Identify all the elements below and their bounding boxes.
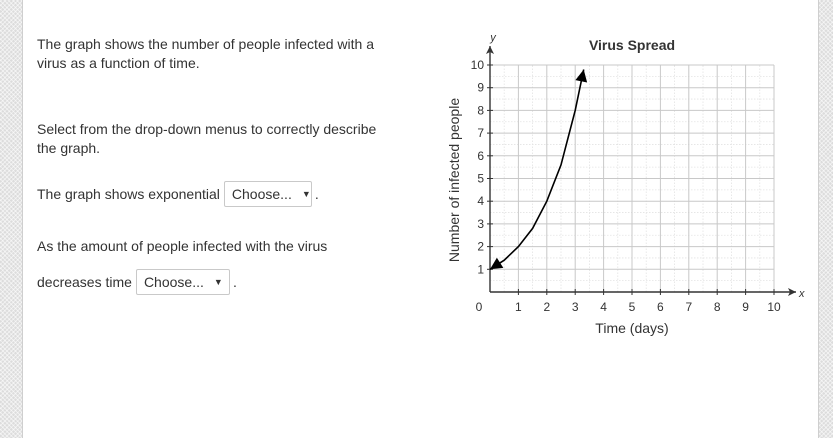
instruction-text: Select from the drop-down menus to corre…	[37, 121, 377, 156]
chart-curve	[489, 69, 588, 270]
chart-grid	[490, 64, 775, 292]
statement-1-suffix: .	[314, 186, 319, 202]
chevron-down-icon: ▼	[301, 189, 311, 199]
growth-type-dropdown[interactable]: Choose... ▼	[223, 181, 312, 207]
y-axis-label: Number of infected people	[446, 98, 462, 262]
y-tick-label: 4	[477, 194, 484, 208]
y-tick-label: 6	[477, 149, 484, 163]
x-tick-label: 10	[767, 300, 781, 314]
x-tick-label: 3	[572, 300, 579, 314]
y-tick-label: 7	[477, 126, 484, 140]
y-tick-label: 9	[477, 81, 484, 95]
chevron-down-icon: ▼	[213, 277, 223, 287]
x-tick-label: 4	[600, 300, 607, 314]
statement-2: decreases time Choose... ▼ .	[37, 269, 237, 295]
x-tick-label: 6	[657, 300, 664, 314]
growth-type-dropdown-value: Choose...	[231, 186, 292, 202]
relationship-dropdown[interactable]: Choose... ▼	[135, 269, 230, 295]
x-axis-arrow-icon	[788, 288, 796, 296]
x-tick-label: 7	[685, 300, 692, 314]
statement-1: The graph shows exponential Choose... ▼ …	[37, 181, 319, 207]
exponential-curve	[489, 69, 585, 270]
chart-title: Virus Spread	[589, 37, 675, 53]
x-tick-label: 5	[629, 300, 636, 314]
y-tick-label: 2	[477, 240, 484, 254]
curve-end-arrow-icon	[575, 69, 588, 83]
statement-1-prefix: The graph shows exponential	[37, 186, 220, 202]
relationship-dropdown-value: Choose...	[143, 274, 204, 290]
intro-text: The graph shows the number of people inf…	[37, 36, 374, 71]
statement-2-prefix: decreases time	[37, 274, 132, 290]
y-tick-label: 5	[477, 172, 484, 186]
y-axis-name: y	[489, 32, 497, 44]
y-tick-label: 10	[471, 58, 485, 72]
chart-ticks: 1 2 3 4 5 6 7 8 9 10 1 2 3 4 5 6 7 8 9 10	[471, 58, 781, 314]
statement-2-line-1: As the amount of people infected with th…	[37, 238, 328, 254]
virus-spread-chart: 1 2 3 4 5 6 7 8 9 10 1 2 3 4 5 6 7 8 9 10 Virus Spread Time…	[446, 32, 805, 336]
question-panel: The graph shows the number of people inf…	[22, 0, 819, 438]
y-tick-label: 8	[477, 103, 484, 117]
origin-label: 0	[476, 300, 483, 314]
x-axis-name: x	[798, 288, 805, 300]
x-axis-label: Time (days)	[595, 320, 668, 336]
x-tick-label: 8	[714, 300, 721, 314]
x-tick-label: 2	[543, 300, 550, 314]
y-axis-arrow-icon	[486, 46, 494, 54]
x-tick-label: 9	[742, 300, 749, 314]
curve-start-arrow-icon	[490, 257, 504, 270]
y-tick-label: 1	[477, 262, 484, 276]
statement-2-suffix: .	[232, 274, 237, 290]
chart-axes	[486, 46, 796, 296]
y-tick-label: 3	[477, 217, 484, 231]
x-tick-label: 1	[515, 300, 522, 314]
